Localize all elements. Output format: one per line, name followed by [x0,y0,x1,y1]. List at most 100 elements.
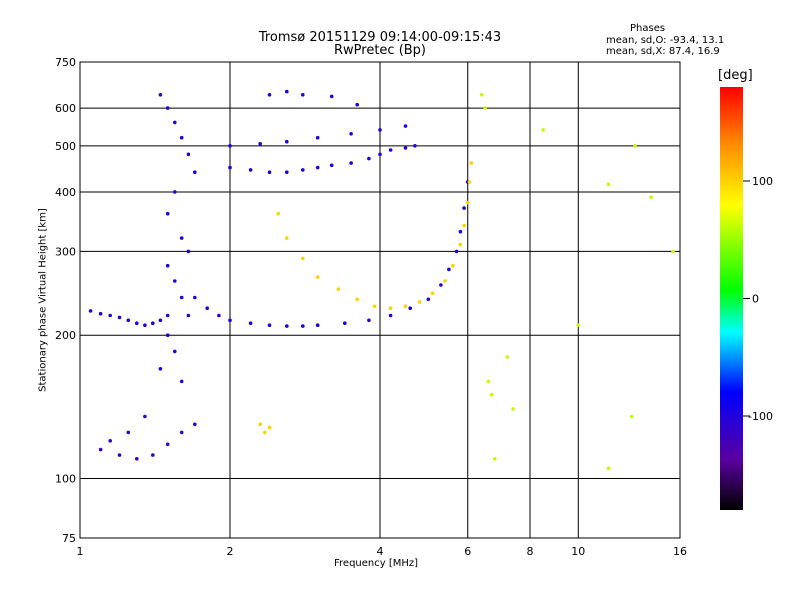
data-point [173,349,177,354]
data-point [165,313,170,318]
data-point [301,324,305,328]
y-tick-label: 750 [55,56,76,69]
data-point [267,323,272,328]
data-point [355,297,360,302]
data-point [479,93,484,97]
data-point [193,295,197,300]
data-point [388,148,393,152]
colorbar-ticks: 100 0 -100 [743,175,773,423]
stats-title: Phases [630,23,666,34]
data-point [228,165,232,170]
data-point [458,229,463,234]
data-point [301,256,305,261]
data-point [355,102,360,107]
data-point [671,249,675,254]
data-point [443,279,447,283]
data-point [98,311,103,316]
data-point [267,425,272,430]
data-point [186,313,191,318]
data-point [117,315,122,320]
data-point [151,321,155,326]
data-point [98,447,103,452]
x-tick-label: 1 [77,545,84,558]
data-point [285,170,289,174]
data-point [158,318,163,323]
data-point [165,333,170,338]
data-point [454,249,459,254]
data-point [228,318,232,323]
data-point [151,453,155,457]
data-point [439,283,443,287]
y-tick-label: 400 [55,186,76,199]
data-point [179,379,184,384]
data-points [88,89,675,471]
data-point [315,323,320,328]
data-point [301,93,305,97]
colorbar-tick-label: 0 [752,293,759,306]
data-point [329,163,334,168]
data-point [649,195,653,199]
x-tick-label: 6 [464,545,471,558]
data-point [126,318,131,323]
chart-title: Tromsø 20151129 09:14:00-09:15:43 [258,30,502,45]
data-point [426,297,431,302]
colorbar-tick-label: 100 [752,175,773,188]
data-point [173,279,177,283]
data-point [285,236,289,240]
data-point [315,275,320,279]
colorbar [720,87,743,510]
data-point [315,165,320,170]
data-point [186,249,191,254]
data-point [378,128,382,132]
data-point [336,287,341,291]
data-point [349,161,353,165]
data-point [108,439,112,443]
x-tick-label: 4 [377,545,384,558]
data-point [135,321,139,326]
x-axis-ticks: 1 2 4 6 8 10 16 [77,545,688,558]
data-point [378,152,382,157]
data-point [165,442,170,447]
data-point [367,318,371,323]
data-point [451,263,455,268]
data-point [158,93,163,97]
data-point [258,142,263,146]
data-point [179,236,184,240]
data-point [329,94,334,99]
data-point [228,144,232,148]
data-point [165,263,170,268]
data-point [267,170,272,174]
data-point [462,206,466,210]
data-point [447,267,451,272]
data-point [403,146,408,150]
data-point [126,430,131,435]
y-tick-label: 300 [55,245,76,258]
data-point [606,182,611,187]
y-tick-label: 600 [55,102,76,115]
data-point [403,124,408,128]
data-point [417,300,422,304]
data-point [165,106,170,110]
chart-subtitle: RwPretec (Bp) [333,43,427,58]
data-point [489,392,494,397]
y-tick-label: 75 [62,532,76,545]
stats-line-x: mean, sd,X: 87.4, 16.9 [606,46,720,57]
data-point [193,170,197,174]
data-point [285,89,289,94]
data-point [193,422,197,427]
y-tick-label: 100 [55,473,76,486]
x-tick-label: 8 [527,545,534,558]
data-point [135,457,139,461]
stats-line-o: mean, sd,O: -93.4, 13.1 [606,35,725,46]
data-point [158,367,163,371]
data-point [541,128,545,132]
data-point [430,291,435,296]
data-point [403,304,408,309]
colorbar-tick-label: -100 [748,410,773,423]
data-point [173,190,177,194]
data-point [301,168,305,172]
plot-grid [80,62,680,538]
data-point [285,324,289,328]
